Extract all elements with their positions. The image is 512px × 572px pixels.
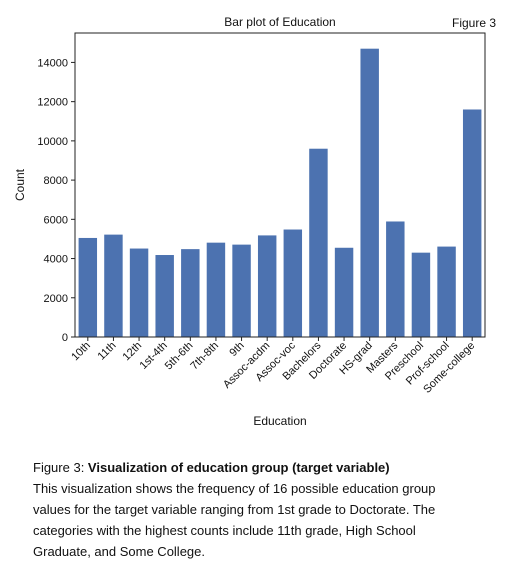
y-tick-label: 0 <box>62 332 68 344</box>
bars-group <box>78 48 482 338</box>
y-axis-label: Count <box>13 168 27 201</box>
bar-masters <box>386 221 405 337</box>
y-tick-label: 2000 <box>44 293 68 305</box>
y-tick-label: 4000 <box>44 254 68 266</box>
x-tick-label: 9th <box>227 340 246 359</box>
y-tick-label: 10000 <box>37 136 68 148</box>
caption-body: This visualization shows the frequency o… <box>33 481 436 559</box>
figure-caption: Figure 3: Visualization of education gro… <box>33 457 473 562</box>
y-tick-label: 14000 <box>37 57 68 69</box>
x-axis-label: Education <box>253 414 306 428</box>
bar-hs-grad <box>360 48 379 338</box>
bar-7th-8th <box>206 242 226 337</box>
bar-assoc-acdm <box>257 235 277 337</box>
y-axis: 0 2000 4000 6000 8000 10000 12000 14000 <box>37 57 75 344</box>
x-tick-label: 5th-6th <box>163 340 196 373</box>
bar-5th-6th <box>181 249 200 337</box>
x-tick-label: 10th <box>69 340 93 364</box>
y-tick-label: 8000 <box>44 175 68 187</box>
bar-11th <box>104 234 123 337</box>
bar-9th <box>232 244 251 337</box>
bar-bachelors <box>309 148 328 337</box>
caption-title: Visualization of education group (target… <box>87 460 390 475</box>
bar-some-college <box>462 109 482 337</box>
bar-preschool <box>411 252 431 337</box>
chart-title: Bar plot of Education <box>224 15 335 29</box>
x-tick-label: 7th-8th <box>188 340 221 373</box>
bar-1st-4th <box>155 255 174 337</box>
bar-chart: Bar plot of Education 0 2000 4000 6000 8000 1… <box>13 15 486 428</box>
figure-tag: Figure 3 <box>452 16 497 30</box>
x-tick-label: 11th <box>96 340 119 363</box>
y-tick-label: 6000 <box>44 214 68 226</box>
bar-assoc-voc <box>283 229 303 337</box>
bar-12th <box>129 248 149 337</box>
bar-prof-school <box>437 246 456 337</box>
bar-doctorate <box>334 247 354 337</box>
bar-10th <box>78 237 98 337</box>
caption-label: Figure 3: <box>33 460 88 475</box>
plot-frame <box>74 32 486 338</box>
y-tick-label: 12000 <box>37 97 68 109</box>
